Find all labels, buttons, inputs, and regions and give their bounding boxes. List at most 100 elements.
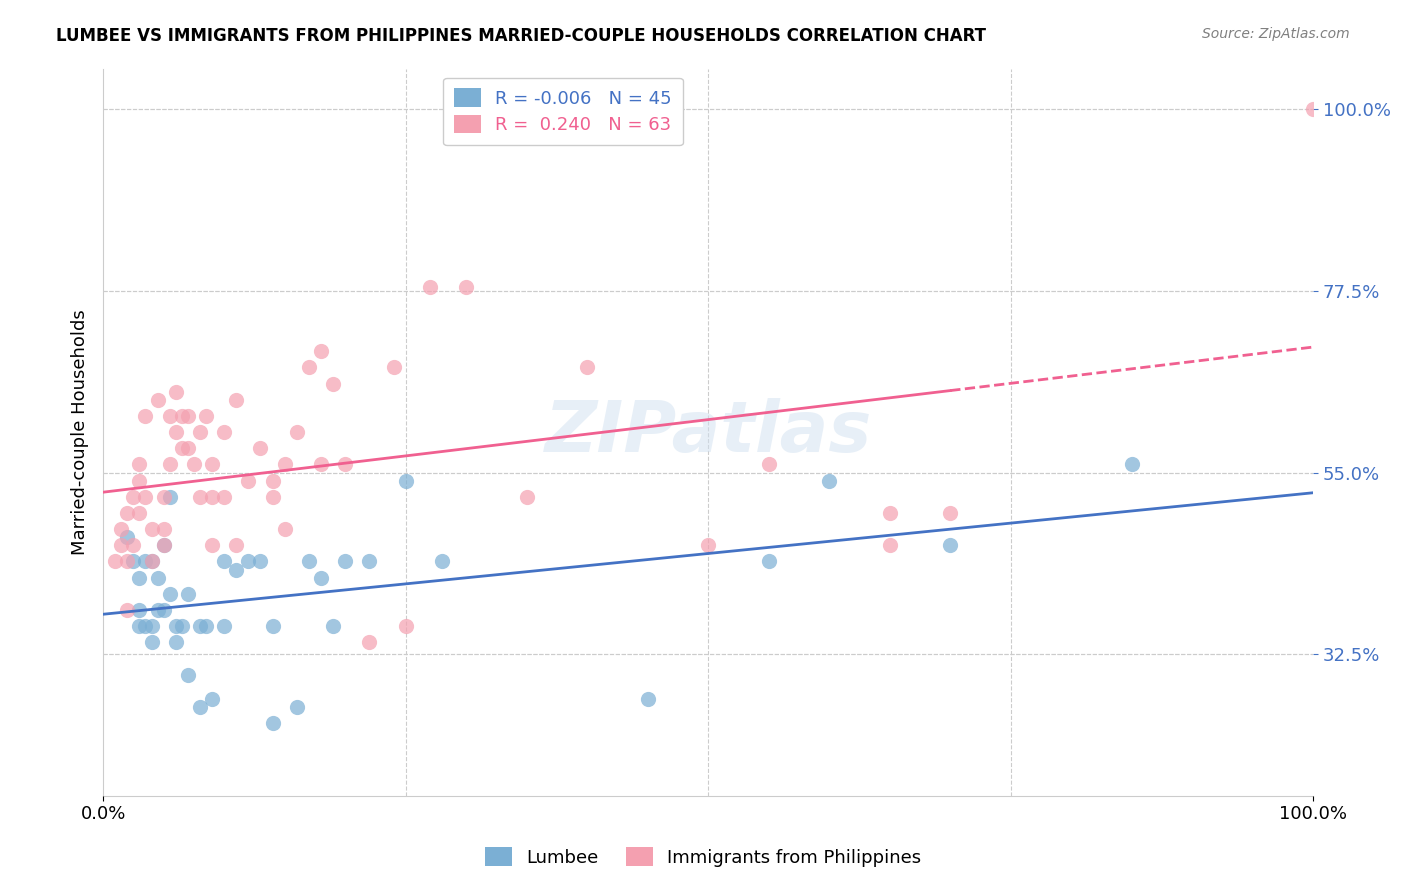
Point <box>238 554 260 568</box>
Point <box>249 442 271 456</box>
Point <box>159 490 181 504</box>
Point <box>134 619 156 633</box>
Point <box>298 360 321 375</box>
Point <box>195 409 218 423</box>
Point <box>122 554 145 568</box>
Point <box>159 587 181 601</box>
Point <box>159 409 181 423</box>
Point <box>322 619 344 633</box>
Point <box>122 538 145 552</box>
Text: Source: ZipAtlas.com: Source: ZipAtlas.com <box>1202 27 1350 41</box>
Point <box>152 538 174 552</box>
Point <box>333 458 356 472</box>
Y-axis label: Married-couple Households: Married-couple Households <box>72 310 89 555</box>
Point <box>637 691 659 706</box>
Point <box>110 538 132 552</box>
Point <box>359 554 381 568</box>
Point <box>188 425 211 439</box>
Point <box>195 619 218 633</box>
Point <box>146 571 169 585</box>
Point <box>152 490 174 504</box>
Point <box>201 458 224 472</box>
Point <box>212 425 235 439</box>
Point <box>939 506 962 520</box>
Point <box>576 360 599 375</box>
Point <box>134 409 156 423</box>
Point <box>128 506 150 520</box>
Point <box>170 442 193 456</box>
Point <box>141 554 163 568</box>
Point <box>395 474 418 488</box>
Point <box>1302 102 1324 116</box>
Point <box>177 409 200 423</box>
Point <box>333 554 356 568</box>
Point <box>818 474 841 488</box>
Point <box>152 522 174 536</box>
Point <box>309 571 332 585</box>
Legend: Lumbee, Immigrants from Philippines: Lumbee, Immigrants from Philippines <box>478 840 928 874</box>
Point <box>419 279 441 293</box>
Point <box>188 699 211 714</box>
Point <box>212 554 235 568</box>
Point <box>758 554 780 568</box>
Legend: R = -0.006   N = 45, R =  0.240   N = 63: R = -0.006 N = 45, R = 0.240 N = 63 <box>443 78 683 145</box>
Point <box>456 279 478 293</box>
Point <box>134 554 156 568</box>
Point <box>939 538 962 552</box>
Point <box>165 635 187 649</box>
Point <box>262 490 284 504</box>
Point <box>152 603 174 617</box>
Point <box>122 490 145 504</box>
Point <box>141 522 163 536</box>
Point <box>128 458 150 472</box>
Point <box>309 344 332 359</box>
Point <box>395 619 418 633</box>
Point <box>201 691 224 706</box>
Point <box>128 603 150 617</box>
Point <box>212 619 235 633</box>
Point <box>117 506 139 520</box>
Point <box>188 490 211 504</box>
Point <box>285 425 308 439</box>
Point <box>141 635 163 649</box>
Point <box>177 587 200 601</box>
Point <box>183 458 205 472</box>
Point <box>273 458 295 472</box>
Point <box>165 425 187 439</box>
Point <box>359 635 381 649</box>
Point <box>225 562 247 576</box>
Point <box>117 554 139 568</box>
Text: LUMBEE VS IMMIGRANTS FROM PHILIPPINES MARRIED-COUPLE HOUSEHOLDS CORRELATION CHAR: LUMBEE VS IMMIGRANTS FROM PHILIPPINES MA… <box>56 27 986 45</box>
Point <box>262 474 284 488</box>
Point <box>104 554 127 568</box>
Point <box>879 538 901 552</box>
Point <box>141 619 163 633</box>
Text: ZIPatlas: ZIPatlas <box>544 398 872 467</box>
Point <box>146 603 169 617</box>
Point <box>262 716 284 731</box>
Point <box>165 384 187 399</box>
Point <box>141 554 163 568</box>
Point <box>201 490 224 504</box>
Point <box>188 619 211 633</box>
Point <box>262 619 284 633</box>
Point <box>134 490 156 504</box>
Point <box>273 522 295 536</box>
Point <box>879 506 901 520</box>
Point <box>165 619 187 633</box>
Point <box>758 458 780 472</box>
Point <box>382 360 405 375</box>
Point <box>159 458 181 472</box>
Point <box>117 530 139 544</box>
Point <box>309 458 332 472</box>
Point <box>152 538 174 552</box>
Point <box>430 554 453 568</box>
Point <box>322 376 344 391</box>
Point <box>238 474 260 488</box>
Point <box>249 554 271 568</box>
Point <box>1121 458 1143 472</box>
Point <box>516 490 538 504</box>
Point <box>201 538 224 552</box>
Point <box>170 409 193 423</box>
Point <box>177 667 200 681</box>
